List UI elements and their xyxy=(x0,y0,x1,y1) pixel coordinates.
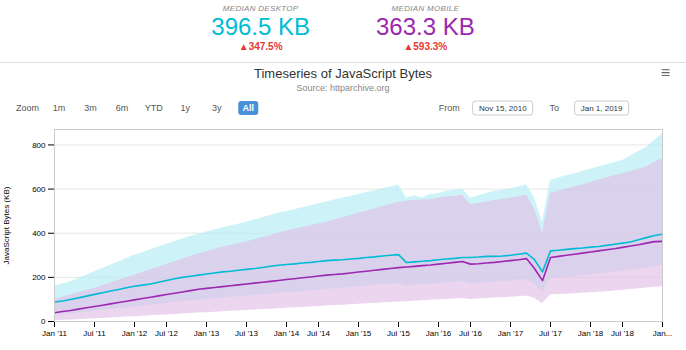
svg-text:Jul '13: Jul '13 xyxy=(235,329,258,338)
html-text:3y: 3y xyxy=(212,103,222,113)
html-text:MEDIAN DESKTOP: MEDIAN DESKTOP xyxy=(222,4,299,13)
svg-text:Jan '18: Jan '18 xyxy=(578,329,604,338)
html-text:Source: httparchive.org: Source: httparchive.org xyxy=(296,83,390,93)
svg-text:Jan...: Jan... xyxy=(653,329,673,338)
svg-text:Jan '17: Jan '17 xyxy=(498,329,524,338)
svg-text:Jul '14: Jul '14 xyxy=(307,329,330,338)
html-text:Zoom: Zoom xyxy=(15,103,39,113)
html-text:▲347.5%: ▲347.5% xyxy=(238,41,283,52)
svg-text:400: 400 xyxy=(32,229,46,238)
svg-text:Jan '12: Jan '12 xyxy=(122,329,148,338)
svg-text:Jul '16: Jul '16 xyxy=(459,329,482,338)
svg-text:Jul '15: Jul '15 xyxy=(387,329,410,338)
svg-text:Jul '17: Jul '17 xyxy=(539,329,562,338)
svg-text:Jan '15: Jan '15 xyxy=(346,329,372,338)
html-text:363.3 KB: 363.3 KB xyxy=(375,13,475,40)
html-text:1y: 1y xyxy=(180,103,190,113)
html-text:6m: 6m xyxy=(115,103,129,113)
svg-text:Jan '14: Jan '14 xyxy=(274,329,300,338)
svg-text:800: 800 xyxy=(32,141,46,150)
html-text:3m: 3m xyxy=(84,103,97,113)
svg-text:Jan '16: Jan '16 xyxy=(426,329,452,338)
svg-text:Jul '18: Jul '18 xyxy=(611,329,634,338)
html-text:YTD: YTD xyxy=(144,103,163,113)
svg-text:600: 600 xyxy=(32,185,46,194)
svg-text:200: 200 xyxy=(32,273,46,282)
html-text:Jan 1, 2019: Jan 1, 2019 xyxy=(580,103,623,113)
html-text:Timeseries of JavaScript Bytes: Timeseries of JavaScript Bytes xyxy=(254,66,432,81)
svg-text:Jan '11: Jan '11 xyxy=(42,329,68,338)
html-text:From: From xyxy=(438,103,460,113)
svg-text:Jan '13: Jan '13 xyxy=(194,329,220,338)
html-text:1m: 1m xyxy=(52,103,66,113)
svg-text:Jul '12: Jul '12 xyxy=(155,329,178,338)
html-text:All: All xyxy=(242,103,255,113)
svg-text:Jul '11: Jul '11 xyxy=(83,329,106,338)
html-text:Nov 15, 2010: Nov 15, 2010 xyxy=(479,103,527,113)
html-text:▲593.3%: ▲593.3% xyxy=(403,41,448,52)
svg-text:JavaScript Bytes (KB): JavaScript Bytes (KB) xyxy=(2,186,11,264)
html-text:To: To xyxy=(549,103,559,113)
svg-text:0: 0 xyxy=(41,317,46,326)
html-text:396.5 KB: 396.5 KB xyxy=(211,13,310,40)
html-text:MEDIAN MOBILE: MEDIAN MOBILE xyxy=(391,4,459,13)
